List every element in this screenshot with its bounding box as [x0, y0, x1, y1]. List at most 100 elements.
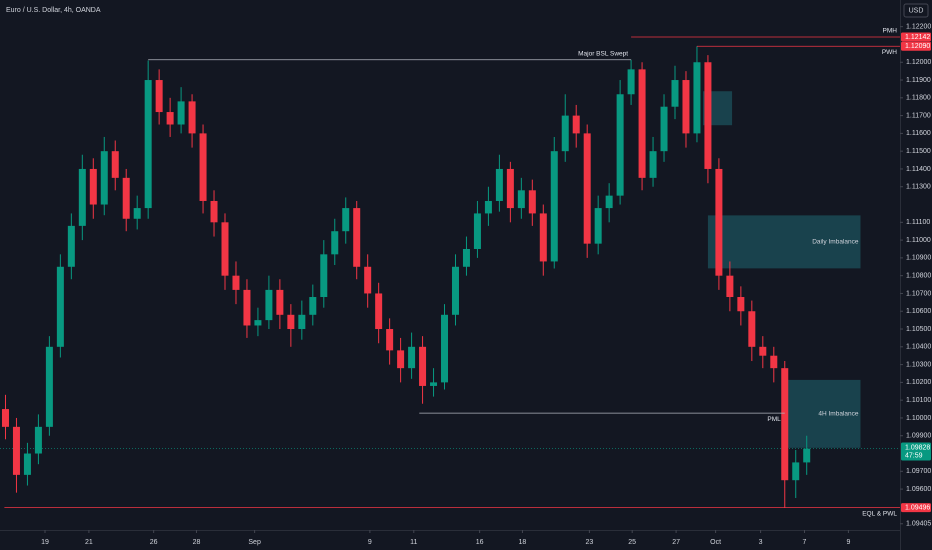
y-tick-label: 1.12200 [906, 24, 931, 31]
candle-body [671, 80, 679, 107]
candle-body [78, 168, 86, 226]
candle-body [451, 266, 459, 315]
y-tick-label: 1.09600 [906, 486, 931, 493]
candle-body [34, 426, 42, 454]
candle-body [528, 190, 536, 214]
candle-body [144, 80, 152, 209]
y-tick-label: 1.11300 [906, 184, 931, 191]
x-tick-label: 27 [672, 539, 680, 546]
x-tick-label: 7 [803, 539, 807, 546]
y-tick-label: 1.11000 [906, 237, 931, 244]
candle-body [210, 200, 218, 223]
candle-body [1, 409, 9, 427]
candle-body [605, 195, 613, 209]
y-tick-label: 1.10500 [906, 326, 931, 333]
x-tick-label: 21 [85, 539, 93, 546]
candle-body [353, 208, 361, 267]
candle-body [462, 248, 470, 267]
y-tick-label: 1.12000 [906, 59, 931, 66]
candle-body [100, 151, 108, 205]
candle-body [111, 151, 119, 178]
candle-body [320, 254, 328, 298]
last-price-tag [901, 442, 931, 461]
y-tick-label: 1.10000 [906, 415, 931, 422]
candle-body [265, 289, 273, 321]
y-tick-label: 1.09405 [906, 521, 931, 528]
candle-body [726, 275, 734, 298]
candle-body [484, 200, 492, 214]
candle-body [649, 151, 657, 178]
candle-body [693, 62, 701, 134]
candle-body [45, 346, 53, 427]
x-tick-label: Oct [710, 539, 721, 546]
candle-body [243, 289, 251, 326]
candle-body [23, 453, 31, 475]
x-tick-label: 28 [193, 539, 201, 546]
y-tick-label: 1.11900 [906, 77, 931, 84]
candle-body [276, 289, 284, 315]
y-tick-label: 1.10300 [906, 361, 931, 368]
currency[interactable]: USD [909, 7, 924, 14]
candle-body [792, 462, 800, 481]
countdown: 47:59 [905, 452, 923, 459]
price-tag-label: 1.12142 [905, 34, 930, 41]
candle-body [254, 320, 262, 326]
candle-body [660, 106, 668, 152]
candle-body [539, 213, 547, 262]
candle-body [638, 69, 646, 178]
candle-body [309, 297, 317, 315]
candle-body [759, 346, 767, 356]
candle-body [155, 80, 163, 113]
candle-body [704, 62, 712, 169]
currency-button[interactable] [903, 3, 929, 18]
candle-body [572, 115, 580, 134]
candle-body [188, 101, 196, 134]
y-tick-label: 1.10700 [906, 290, 931, 297]
candle-body [561, 115, 569, 152]
last-price-label: 1.09828 [905, 444, 930, 451]
candle-body [441, 314, 449, 383]
x-tick-label: 19 [41, 539, 49, 546]
candle-body [67, 225, 75, 267]
candle-body [748, 311, 756, 347]
candle-body [89, 168, 97, 205]
x-tick-label: Sep [248, 539, 261, 546]
x-tick-label: 9 [846, 539, 850, 546]
y-tick-label: 1.10200 [906, 379, 931, 386]
x-tick-label: 26 [150, 539, 158, 546]
y-tick-label: 1.11600 [906, 130, 931, 137]
candle-body [12, 426, 20, 475]
y-tick-label: 1.11100 [906, 219, 930, 226]
candle-body [616, 94, 624, 196]
candle-body [517, 190, 525, 209]
candle-body [473, 213, 481, 249]
candle-body [430, 382, 438, 386]
level-label: PML [767, 416, 781, 423]
candle-body [803, 448, 811, 463]
candle-body [506, 168, 514, 209]
candle-body [594, 208, 602, 244]
candle-body [770, 355, 778, 369]
candle-body [56, 266, 64, 347]
imbalance-box [785, 379, 861, 448]
candle-body [715, 168, 723, 276]
imbalance-box [707, 215, 861, 269]
candle-body [495, 168, 503, 201]
candle-body [177, 101, 185, 125]
y-tick-label: 1.09900 [906, 433, 931, 440]
y-tick-label: 1.10800 [906, 273, 931, 280]
y-tick-label: 1.10400 [906, 344, 931, 351]
y-tick-label: 1.11500 [906, 148, 931, 155]
x-tick-label: 3 [759, 539, 763, 546]
candle-body [397, 350, 405, 369]
candle-body [166, 112, 174, 125]
candle-body [737, 297, 745, 312]
y-tick-label: 1.09700 [906, 468, 931, 475]
candle-body [682, 80, 690, 134]
x-tick-label: 11 [410, 539, 417, 546]
x-tick-label: 23 [585, 539, 593, 546]
candle-body [375, 293, 383, 330]
candle-body [221, 222, 229, 276]
price-tag [901, 41, 931, 51]
